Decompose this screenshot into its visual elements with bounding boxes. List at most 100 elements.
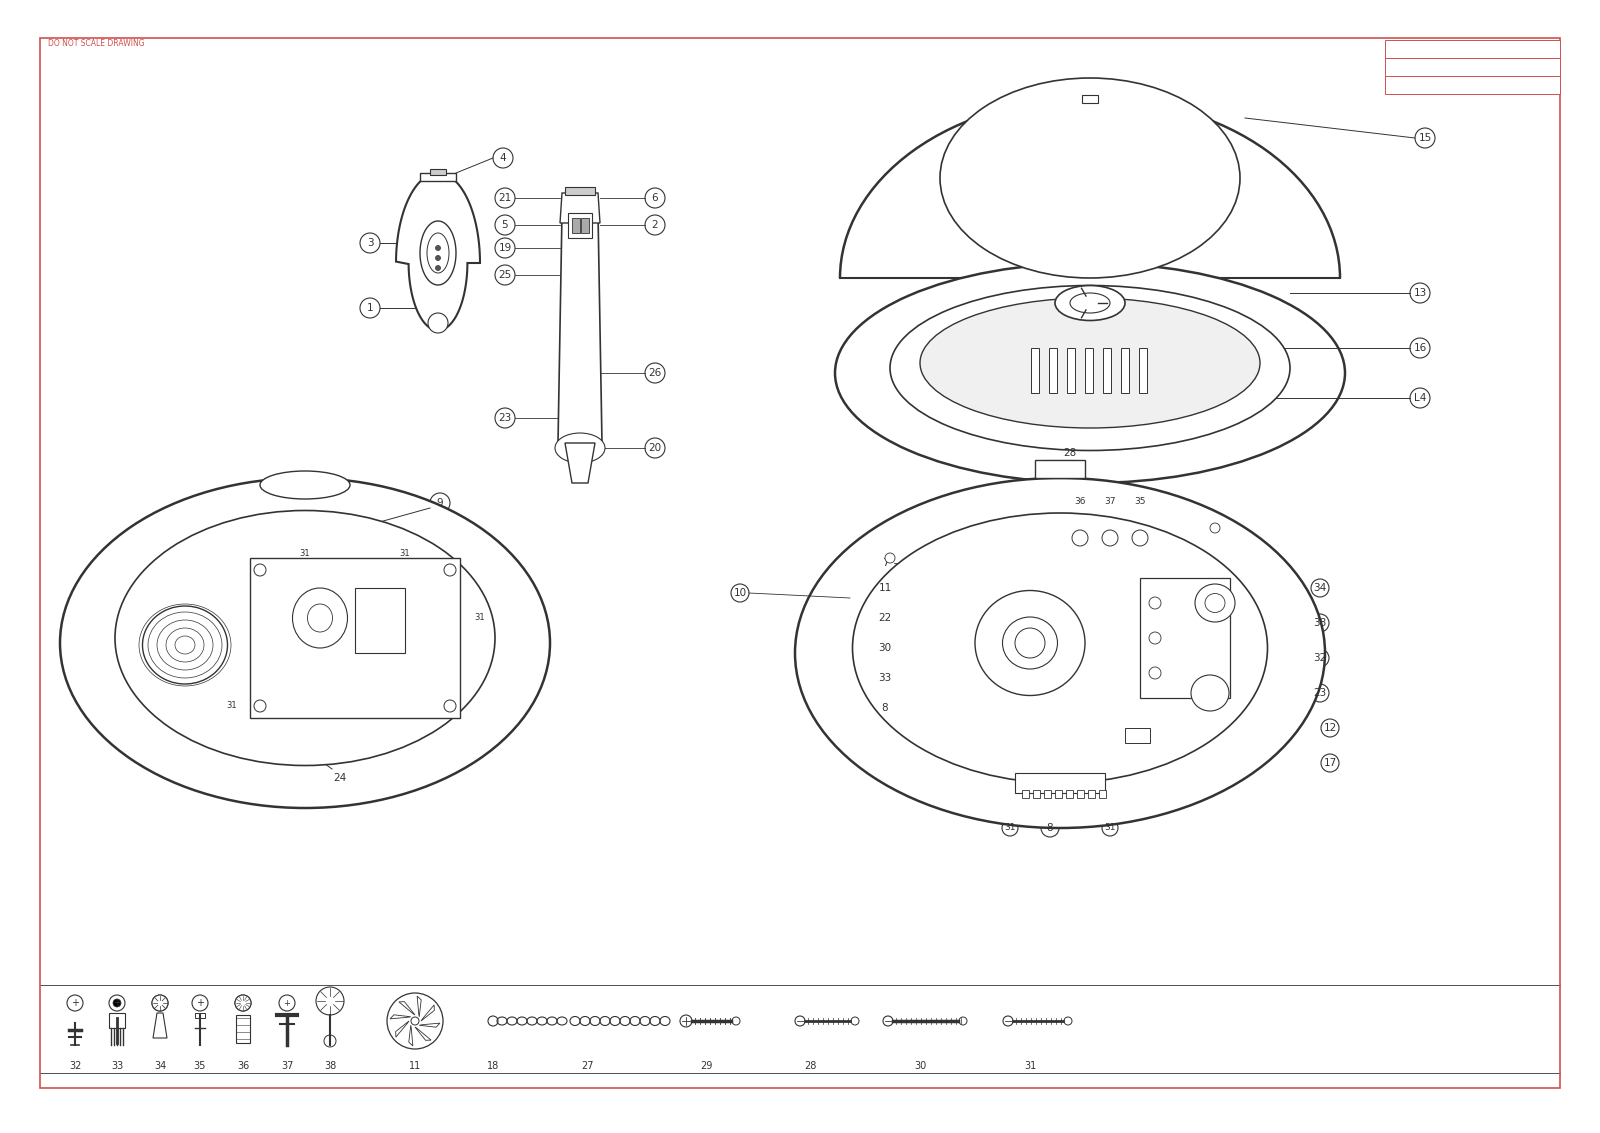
Bar [581,218,589,233]
Bar [1386,58,1560,76]
Bar [1386,40,1560,58]
Text: 7: 7 [882,557,888,568]
Circle shape [360,298,381,318]
Text: 31: 31 [400,548,410,557]
Polygon shape [418,996,421,1016]
Bar [1035,460,1085,478]
Circle shape [430,493,450,513]
Polygon shape [395,1021,410,1037]
Circle shape [1102,820,1118,836]
Circle shape [1102,493,1118,509]
Circle shape [1149,597,1162,610]
Bar [568,213,592,238]
Ellipse shape [853,513,1267,783]
Text: 29: 29 [699,1060,712,1071]
Text: 9: 9 [437,499,443,508]
Ellipse shape [974,590,1085,696]
Text: 15: 15 [1418,133,1432,143]
Ellipse shape [1070,293,1110,313]
Ellipse shape [307,604,333,632]
Ellipse shape [1190,675,1229,712]
Ellipse shape [142,606,227,684]
Text: 37: 37 [1104,496,1115,505]
Polygon shape [398,1002,414,1015]
Circle shape [445,564,456,576]
Circle shape [387,993,443,1049]
Bar [1067,348,1075,393]
Ellipse shape [293,588,347,648]
Circle shape [109,995,125,1011]
Circle shape [645,215,666,235]
Circle shape [1310,614,1330,632]
Text: 32: 32 [69,1060,82,1071]
Text: 2: 2 [651,220,658,230]
Circle shape [152,995,168,1011]
Circle shape [731,583,749,602]
Text: 23: 23 [498,414,512,423]
Text: L4: L4 [1414,393,1426,403]
Text: 35: 35 [1134,496,1146,505]
Ellipse shape [920,298,1261,428]
Text: 1: 1 [366,303,373,313]
Bar [1386,76,1560,94]
Circle shape [411,1017,419,1025]
Circle shape [1102,530,1118,546]
Circle shape [494,188,515,208]
Bar [1082,95,1098,103]
Polygon shape [397,173,480,331]
Text: 4: 4 [499,153,506,163]
Text: 13: 13 [1413,288,1427,298]
Text: 19: 19 [498,242,512,253]
Polygon shape [421,221,456,286]
Circle shape [877,579,894,597]
Polygon shape [154,1013,166,1038]
Circle shape [1310,579,1330,597]
Bar [109,1013,125,1028]
Text: 31: 31 [475,613,485,622]
Circle shape [278,995,294,1011]
Text: 27: 27 [582,1060,594,1071]
Text: 35: 35 [194,1060,206,1071]
Ellipse shape [555,433,605,463]
Bar [565,187,595,195]
Circle shape [1072,493,1088,509]
Text: 25: 25 [498,270,512,280]
Text: +: + [70,998,78,1008]
Text: 33: 33 [110,1060,123,1071]
Circle shape [1059,443,1080,463]
Text: +: + [283,998,291,1007]
Text: 30: 30 [914,1060,926,1071]
Ellipse shape [795,478,1325,828]
Bar [1102,348,1110,393]
Ellipse shape [890,286,1290,451]
Circle shape [114,999,122,1007]
Circle shape [1310,649,1330,667]
Circle shape [1410,338,1430,358]
Circle shape [235,995,251,1011]
Polygon shape [560,193,600,223]
Text: 11: 11 [410,1060,421,1071]
Bar [430,169,446,174]
Circle shape [795,1016,805,1026]
Bar [1066,790,1074,798]
Polygon shape [390,1015,411,1019]
Bar [1099,790,1106,798]
Text: 21: 21 [498,193,512,203]
Circle shape [298,545,314,561]
Text: 36: 36 [237,1060,250,1071]
Text: Vitek  VT-2203: Vitek VT-2203 [1387,63,1438,70]
Circle shape [1149,667,1162,679]
Circle shape [1322,719,1339,736]
Bar [419,173,456,181]
Polygon shape [419,1023,440,1028]
Circle shape [877,668,894,687]
Text: PARTS LIST: PARTS LIST [1387,46,1426,52]
Bar [1022,790,1029,798]
Circle shape [317,987,344,1015]
Polygon shape [558,213,602,443]
Bar [1043,790,1051,798]
Circle shape [851,1017,859,1025]
Text: +: + [195,998,205,1008]
Circle shape [494,265,515,286]
Bar [250,557,461,718]
